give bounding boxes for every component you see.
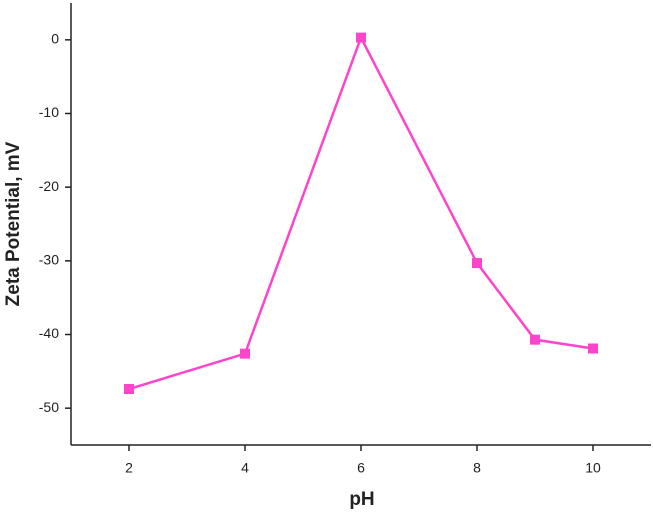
x-axis-title: pH	[349, 489, 374, 510]
data-point	[472, 258, 482, 269]
x-tick-label: 10	[585, 460, 601, 476]
x-tick-label: 6	[357, 460, 365, 476]
data-point	[240, 348, 250, 359]
y-tick-label: -50	[39, 399, 59, 415]
data-point	[124, 384, 134, 395]
y-tick-label: -20	[39, 178, 59, 194]
y-tick-label: -40	[39, 325, 59, 341]
y-axis-title: Zeta Potential, mV	[3, 141, 24, 306]
x-tick-label: 8	[473, 460, 481, 476]
data-point	[588, 343, 598, 354]
data-line	[128, 34, 594, 391]
data-point	[530, 334, 540, 345]
x-tick-label: 4	[241, 460, 249, 476]
x-tick-label: 2	[125, 460, 133, 476]
data-point	[356, 32, 366, 43]
y-tick-label: -10	[39, 104, 59, 120]
y-tick-label: -30	[39, 252, 59, 268]
y-tick-label: 0	[51, 31, 59, 47]
